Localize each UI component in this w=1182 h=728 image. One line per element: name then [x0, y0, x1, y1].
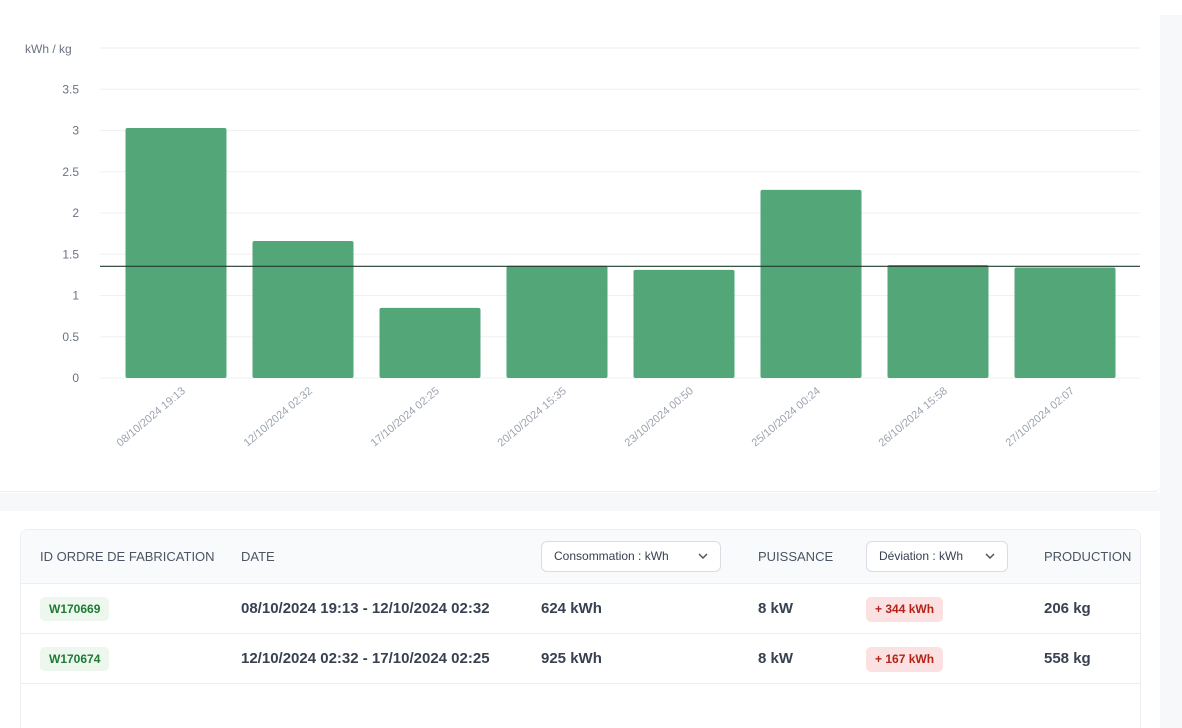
- table-header: ID ORDRE DE FABRICATION DATE Consommatio…: [21, 530, 1140, 584]
- production-orders-table: ID ORDRE DE FABRICATION DATE Consommatio…: [20, 529, 1141, 728]
- header-id[interactable]: ID ORDRE DE FABRICATION: [40, 549, 215, 564]
- bar[interactable]: [506, 265, 608, 378]
- y-tick-label: 3: [72, 124, 79, 138]
- date-range: 12/10/2024 02:32 - 17/10/2024 02:25: [241, 650, 490, 667]
- section-divider: [0, 493, 1160, 511]
- power-value: 8 kW: [758, 600, 794, 617]
- y-axis-unit-label: kWh / kg: [25, 42, 72, 56]
- y-tick-label: 1.5: [62, 247, 79, 261]
- y-tick-label: 3.5: [62, 82, 79, 96]
- y-tick-label: 2: [72, 206, 79, 220]
- order-id-badge[interactable]: W170674: [40, 647, 110, 671]
- bar[interactable]: [1014, 267, 1116, 378]
- y-tick-label: 2.5: [62, 165, 79, 179]
- bar[interactable]: [379, 307, 481, 378]
- chevron-down-icon: [985, 553, 995, 560]
- deviation-badge: + 167 kWh: [866, 647, 944, 672]
- consumption-unit-label: Consommation : kWh: [554, 549, 669, 563]
- header-date[interactable]: DATE: [241, 549, 275, 564]
- bar[interactable]: [252, 241, 354, 378]
- x-tick-label: 12/10/2024 02:32: [242, 385, 315, 449]
- x-tick-label: 26/10/2024 15:58: [877, 385, 950, 449]
- x-tick-label: 17/10/2024 02:25: [369, 385, 442, 449]
- production-value: 558 kg: [1044, 650, 1091, 667]
- deviation-unit-select[interactable]: Déviation : kWh: [866, 541, 1008, 572]
- bar[interactable]: [760, 189, 862, 378]
- consumption-value: 624 kWh: [541, 600, 602, 617]
- table-row[interactable]: W170674 12/10/2024 02:32 - 17/10/2024 02…: [21, 634, 1140, 684]
- y-tick-label: 0: [72, 371, 79, 385]
- x-tick-label: 25/10/2024 00:24: [750, 385, 823, 449]
- date-range: 08/10/2024 19:13 - 12/10/2024 02:32: [241, 600, 490, 617]
- consumption-value: 925 kWh: [541, 650, 602, 667]
- x-tick-label: 27/10/2024 02:07: [1004, 385, 1077, 449]
- bar[interactable]: [633, 269, 735, 378]
- header-power[interactable]: PUISSANCE: [758, 549, 834, 564]
- x-tick-label: 23/10/2024 00:50: [623, 385, 696, 449]
- x-tick-label: 20/10/2024 15:35: [496, 385, 569, 449]
- x-tick-label: 08/10/2024 19:13: [115, 385, 188, 449]
- side-panel-edge: [1160, 15, 1182, 728]
- y-tick-label: 1: [72, 289, 79, 303]
- chart-card: 0 0.5 1 1.5 2 2.5 3 3.5 kWh / kg 08/10/2024 19:13…: [0, 42, 1160, 492]
- bar-chart: 0 0.5 1 1.5 2 2.5 3 3.5 kWh / kg 08/10/2024 19:13…: [25, 42, 1140, 449]
- deviation-badge: + 344 kWh: [866, 597, 944, 622]
- order-id-badge[interactable]: W170669: [40, 597, 110, 621]
- bar[interactable]: [125, 128, 227, 378]
- power-value: 8 kW: [758, 650, 794, 667]
- y-tick-label: 0.5: [62, 330, 79, 344]
- production-value: 206 kg: [1044, 600, 1091, 617]
- deviation-unit-label: Déviation : kWh: [879, 549, 964, 563]
- consumption-unit-select[interactable]: Consommation : kWh: [541, 541, 721, 572]
- bar[interactable]: [887, 264, 989, 378]
- table-row[interactable]: W170669 08/10/2024 19:13 - 12/10/2024 02…: [21, 584, 1140, 634]
- header-production[interactable]: PRODUCTION: [1044, 549, 1132, 564]
- chevron-down-icon: [698, 553, 708, 560]
